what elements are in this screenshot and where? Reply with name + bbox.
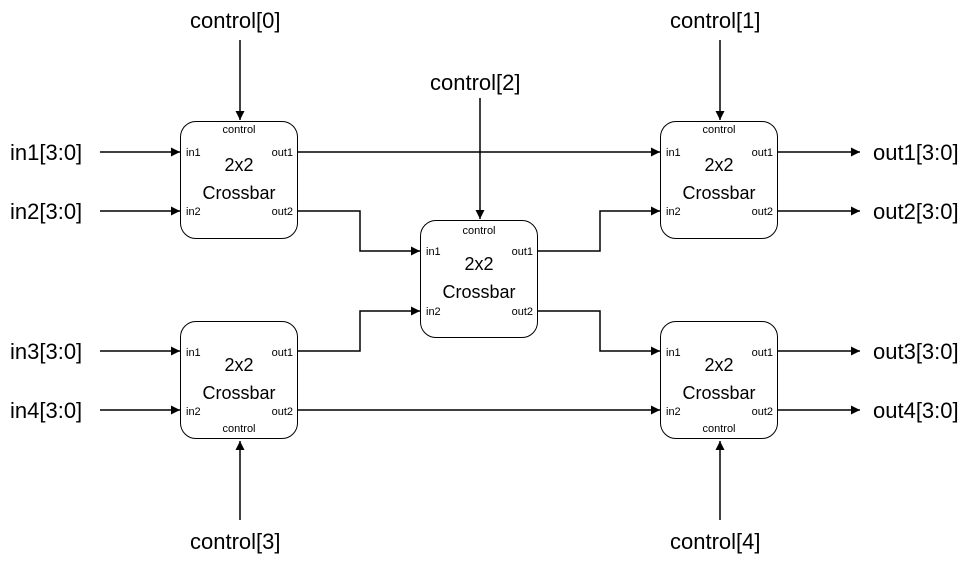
- block-title-line2: Crossbar: [202, 183, 276, 203]
- port-out1: out1: [271, 147, 293, 159]
- port-in2: in2: [426, 306, 441, 318]
- port-out2: out2: [271, 406, 293, 418]
- port-control: control: [702, 423, 736, 435]
- port-out2: out2: [751, 206, 773, 218]
- input-label-in1: in1[3:0]: [10, 140, 83, 165]
- input-label-in3: in3[3:0]: [10, 339, 83, 364]
- block-title-line1: 2x2: [224, 155, 254, 175]
- port-out1: out1: [511, 246, 533, 258]
- block-title-line2: Crossbar: [202, 383, 276, 403]
- block-title-line1: 2x2: [224, 355, 254, 375]
- crossbar-block-top-right: control in1 in2 out1 out2 2x2 Crossbar: [660, 121, 778, 239]
- port-control: control: [702, 124, 736, 136]
- wire-a-out2-to-c-in1: [298, 210, 420, 256]
- wire-c-out2-to-e-in1: [538, 310, 660, 356]
- port-out2: out2: [511, 306, 533, 318]
- output-label-out2: out2[3:0]: [873, 199, 959, 224]
- port-in2: in2: [186, 406, 201, 418]
- crossbar-block-center: control in1 in2 out1 out2 2x2 Crossbar: [420, 220, 538, 338]
- port-in1: in1: [666, 347, 681, 359]
- output-label-out3: out3[3:0]: [873, 339, 959, 364]
- port-in2: in2: [666, 206, 681, 218]
- port-in1: in1: [186, 347, 201, 359]
- port-in1: in1: [426, 246, 441, 258]
- port-in1: in1: [666, 147, 681, 159]
- port-out2: out2: [271, 206, 293, 218]
- port-in1: in1: [186, 147, 201, 159]
- output-label-out1: out1[3:0]: [873, 140, 959, 165]
- port-in2: in2: [666, 406, 681, 418]
- block-title-line2: Crossbar: [682, 183, 756, 203]
- port-out1: out1: [751, 147, 773, 159]
- control-label-3: control[3]: [190, 529, 281, 554]
- block-title-line2: Crossbar: [682, 383, 756, 403]
- crossbar-block-bottom-left: in1 in2 out1 out2 2x2 Crossbar control: [180, 321, 298, 439]
- port-out1: out1: [751, 347, 773, 359]
- port-control: control: [222, 423, 256, 435]
- port-out2: out2: [751, 406, 773, 418]
- port-out1: out1: [271, 347, 293, 359]
- input-label-in4: in4[3:0]: [10, 398, 83, 423]
- port-in2: in2: [186, 206, 201, 218]
- port-control: control: [222, 124, 256, 136]
- block-title-line1: 2x2: [704, 155, 734, 175]
- output-label-out4: out4[3:0]: [873, 398, 959, 423]
- wire-d-out1-to-c-in2: [298, 306, 420, 352]
- crossbar-block-bottom-right: in1 in2 out1 out2 2x2 Crossbar control: [660, 321, 778, 439]
- block-title-line1: 2x2: [704, 355, 734, 375]
- port-control: control: [462, 225, 496, 237]
- block-title-line1: 2x2: [464, 254, 494, 274]
- control-label-1: control[1]: [670, 8, 761, 33]
- crossbar-block-top-left: control in1 in2 out1 out2 2x2 Crossbar: [180, 121, 298, 239]
- wire-c-out1-to-b-in2: [538, 206, 660, 252]
- input-label-in2: in2[3:0]: [10, 199, 83, 224]
- control-label-2: control[2]: [430, 70, 521, 95]
- control-label-4: control[4]: [670, 529, 761, 554]
- block-title-line2: Crossbar: [442, 282, 516, 302]
- control-label-0: control[0]: [190, 8, 281, 33]
